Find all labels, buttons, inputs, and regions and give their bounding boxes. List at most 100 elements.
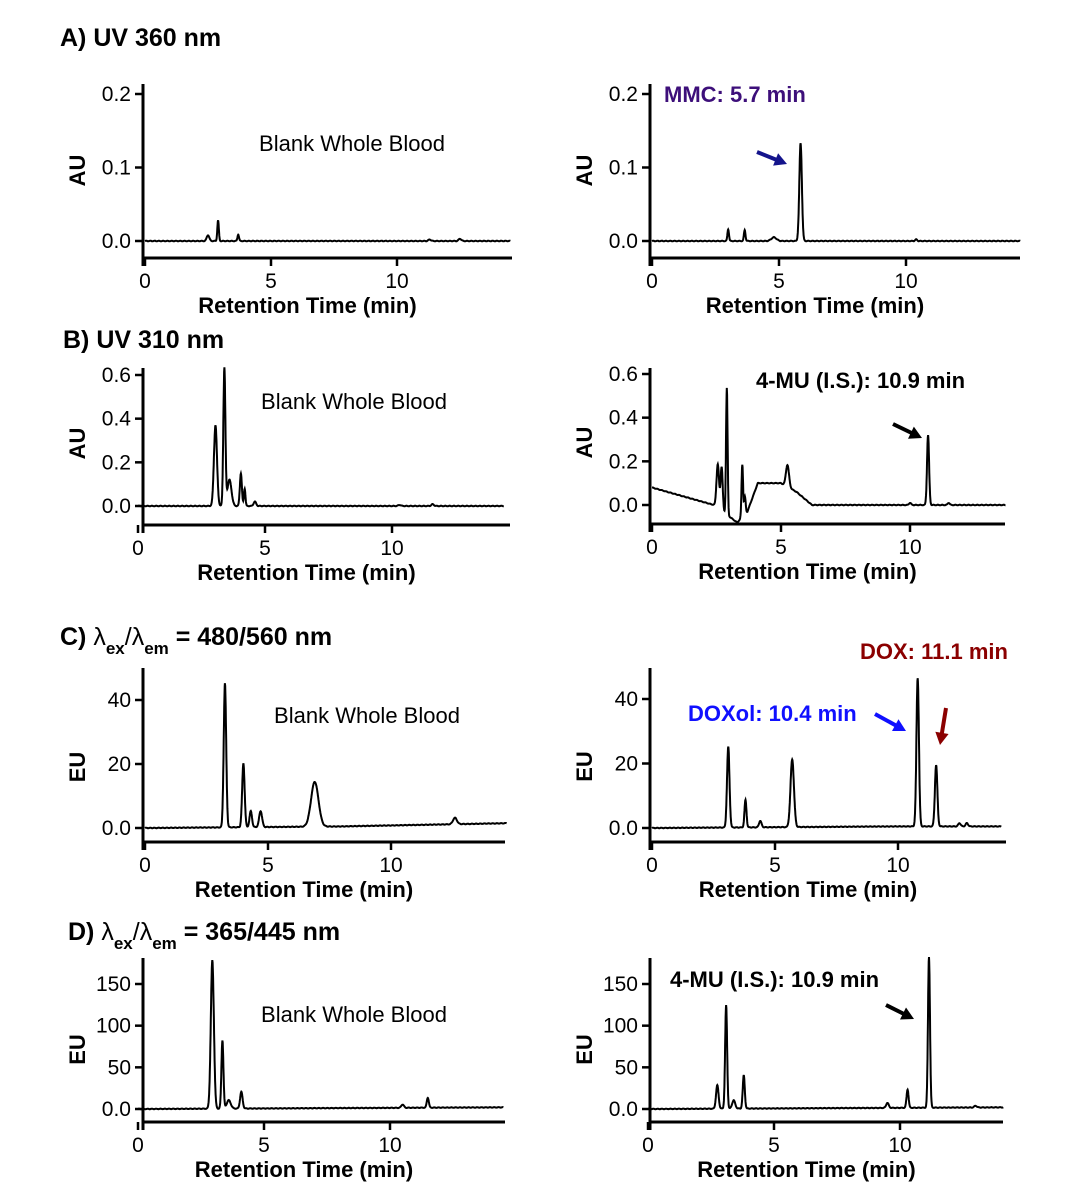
dox-annotation: DOX: 11.1 min <box>860 639 1008 664</box>
4mu-arrow-icon-d <box>885 1003 914 1020</box>
y-tick-label: 0.0 <box>102 817 131 840</box>
x-tick-label: 0 <box>139 270 151 293</box>
x-tick-label: 0 <box>132 537 144 560</box>
chromatogram-trace <box>144 220 511 243</box>
arrow-shaft <box>885 1003 905 1016</box>
4mu-annotation-b: 4-MU (I.S.): 10.9 min <box>756 368 965 393</box>
x-tick-label: 5 <box>258 1134 270 1157</box>
x-tick-label: 0 <box>132 1134 144 1157</box>
y-tick-label: 50 <box>108 1056 131 1079</box>
x-axis-label: Retention Time (min) <box>706 293 924 318</box>
x-axis-label: Retention Time (min) <box>197 560 415 585</box>
x-tick-label: 0 <box>642 1134 654 1157</box>
y-tick-label: 0.4 <box>609 407 639 430</box>
y-tick-label: 0.0 <box>609 230 638 253</box>
y-tick-label: 20 <box>615 753 638 776</box>
y-tick-label: 0.0 <box>102 1098 131 1121</box>
x-tick-label: 0 <box>646 536 658 559</box>
x-axis-label: Retention Time (min) <box>195 877 413 902</box>
y-tick-label: 0.2 <box>102 451 131 474</box>
y-tick-label: 100 <box>96 1015 131 1038</box>
x-tick-label: 5 <box>773 270 785 293</box>
x-tick-label: 10 <box>378 1134 401 1157</box>
arrow-head <box>908 426 922 439</box>
4mu-annotation-d: 4-MU (I.S.): 10.9 min <box>670 967 879 992</box>
y-tick-label: 0.0 <box>102 230 131 253</box>
x-tick-label: 5 <box>768 1134 780 1157</box>
x-axis-label: Retention Time (min) <box>198 293 416 318</box>
y-tick-label: 0.1 <box>102 157 131 180</box>
chromatogram-trace <box>137 959 504 1111</box>
arrow-shaft <box>892 422 913 435</box>
chromatogram-trace <box>647 957 1004 1111</box>
arrow-head <box>900 1007 914 1020</box>
y-tick-label: 0.0 <box>102 495 131 518</box>
chromatogram-trace <box>137 367 504 508</box>
y-tick-label: 0.0 <box>609 817 638 840</box>
y-tick-label: 0.2 <box>609 83 638 106</box>
y-tick-label: 0.6 <box>609 363 638 386</box>
y-tick-label: 40 <box>615 688 638 711</box>
y-tick-label: 0.4 <box>102 408 132 431</box>
section-d-title: D) λex/λem = 365/445 nm <box>68 918 340 953</box>
x-tick-label: 5 <box>775 536 787 559</box>
y-axis-label: EU <box>572 751 597 782</box>
chromatogram-trace <box>144 683 508 830</box>
dox-arrow-icon <box>935 707 949 745</box>
note-label: Blank Whole Blood <box>274 703 460 728</box>
y-axis-label: AU <box>572 427 597 459</box>
arrow-shaft <box>756 150 778 162</box>
mmc-arrow-icon <box>756 150 787 166</box>
arrow-head <box>773 153 787 166</box>
y-tick-label: 0.1 <box>609 157 638 180</box>
x-tick-label: 0 <box>646 270 658 293</box>
note-label: Blank Whole Blood <box>261 1002 447 1027</box>
x-axis-label: Retention Time (min) <box>699 877 917 902</box>
x-tick-label: 5 <box>262 854 274 877</box>
note-label: Blank Whole Blood <box>259 131 445 156</box>
y-tick-label: 50 <box>615 1056 638 1079</box>
section-b-title: B) UV 310 nm <box>63 326 224 354</box>
x-tick-label: 10 <box>894 270 917 293</box>
y-tick-label: 150 <box>603 973 638 996</box>
x-tick-label: 5 <box>259 537 271 560</box>
arrow-shaft <box>939 707 948 735</box>
arrow-shaft <box>874 712 898 728</box>
y-axis-label: AU <box>572 155 597 187</box>
chromatogram-trace <box>651 143 1021 243</box>
y-tick-label: 0.2 <box>609 450 638 473</box>
x-axis-label: Retention Time (min) <box>697 1157 915 1182</box>
x-tick-label: 0 <box>646 854 658 877</box>
section-c-title: C) λex/λem = 480/560 nm <box>60 623 332 658</box>
y-tick-label: 0.6 <box>102 364 131 387</box>
section-a-title: A) UV 360 nm <box>60 24 221 52</box>
y-axis-label: EU <box>65 752 90 783</box>
x-tick-label: 10 <box>385 270 408 293</box>
chromatogram-trace <box>651 678 1002 830</box>
arrow-head <box>892 719 906 731</box>
y-tick-label: 40 <box>108 689 131 712</box>
y-axis-label: EU <box>572 1034 597 1065</box>
x-tick-label: 5 <box>769 854 781 877</box>
y-axis-label: AU <box>65 428 90 460</box>
doxol-arrow-icon <box>874 712 906 731</box>
y-axis-label: EU <box>65 1034 90 1065</box>
note-label: Blank Whole Blood <box>261 389 447 414</box>
y-tick-label: 20 <box>108 753 131 776</box>
doxol-annotation: DOXol: 10.4 min <box>688 701 857 726</box>
x-axis-label: Retention Time (min) <box>195 1157 413 1182</box>
arrow-head <box>935 731 949 745</box>
x-tick-label: 10 <box>888 1134 911 1157</box>
x-axis-label: Retention Time (min) <box>698 559 916 584</box>
mmc-annotation: MMC: 5.7 min <box>664 82 806 107</box>
y-tick-label: 0.0 <box>609 1098 638 1121</box>
y-tick-label: 100 <box>603 1015 638 1038</box>
